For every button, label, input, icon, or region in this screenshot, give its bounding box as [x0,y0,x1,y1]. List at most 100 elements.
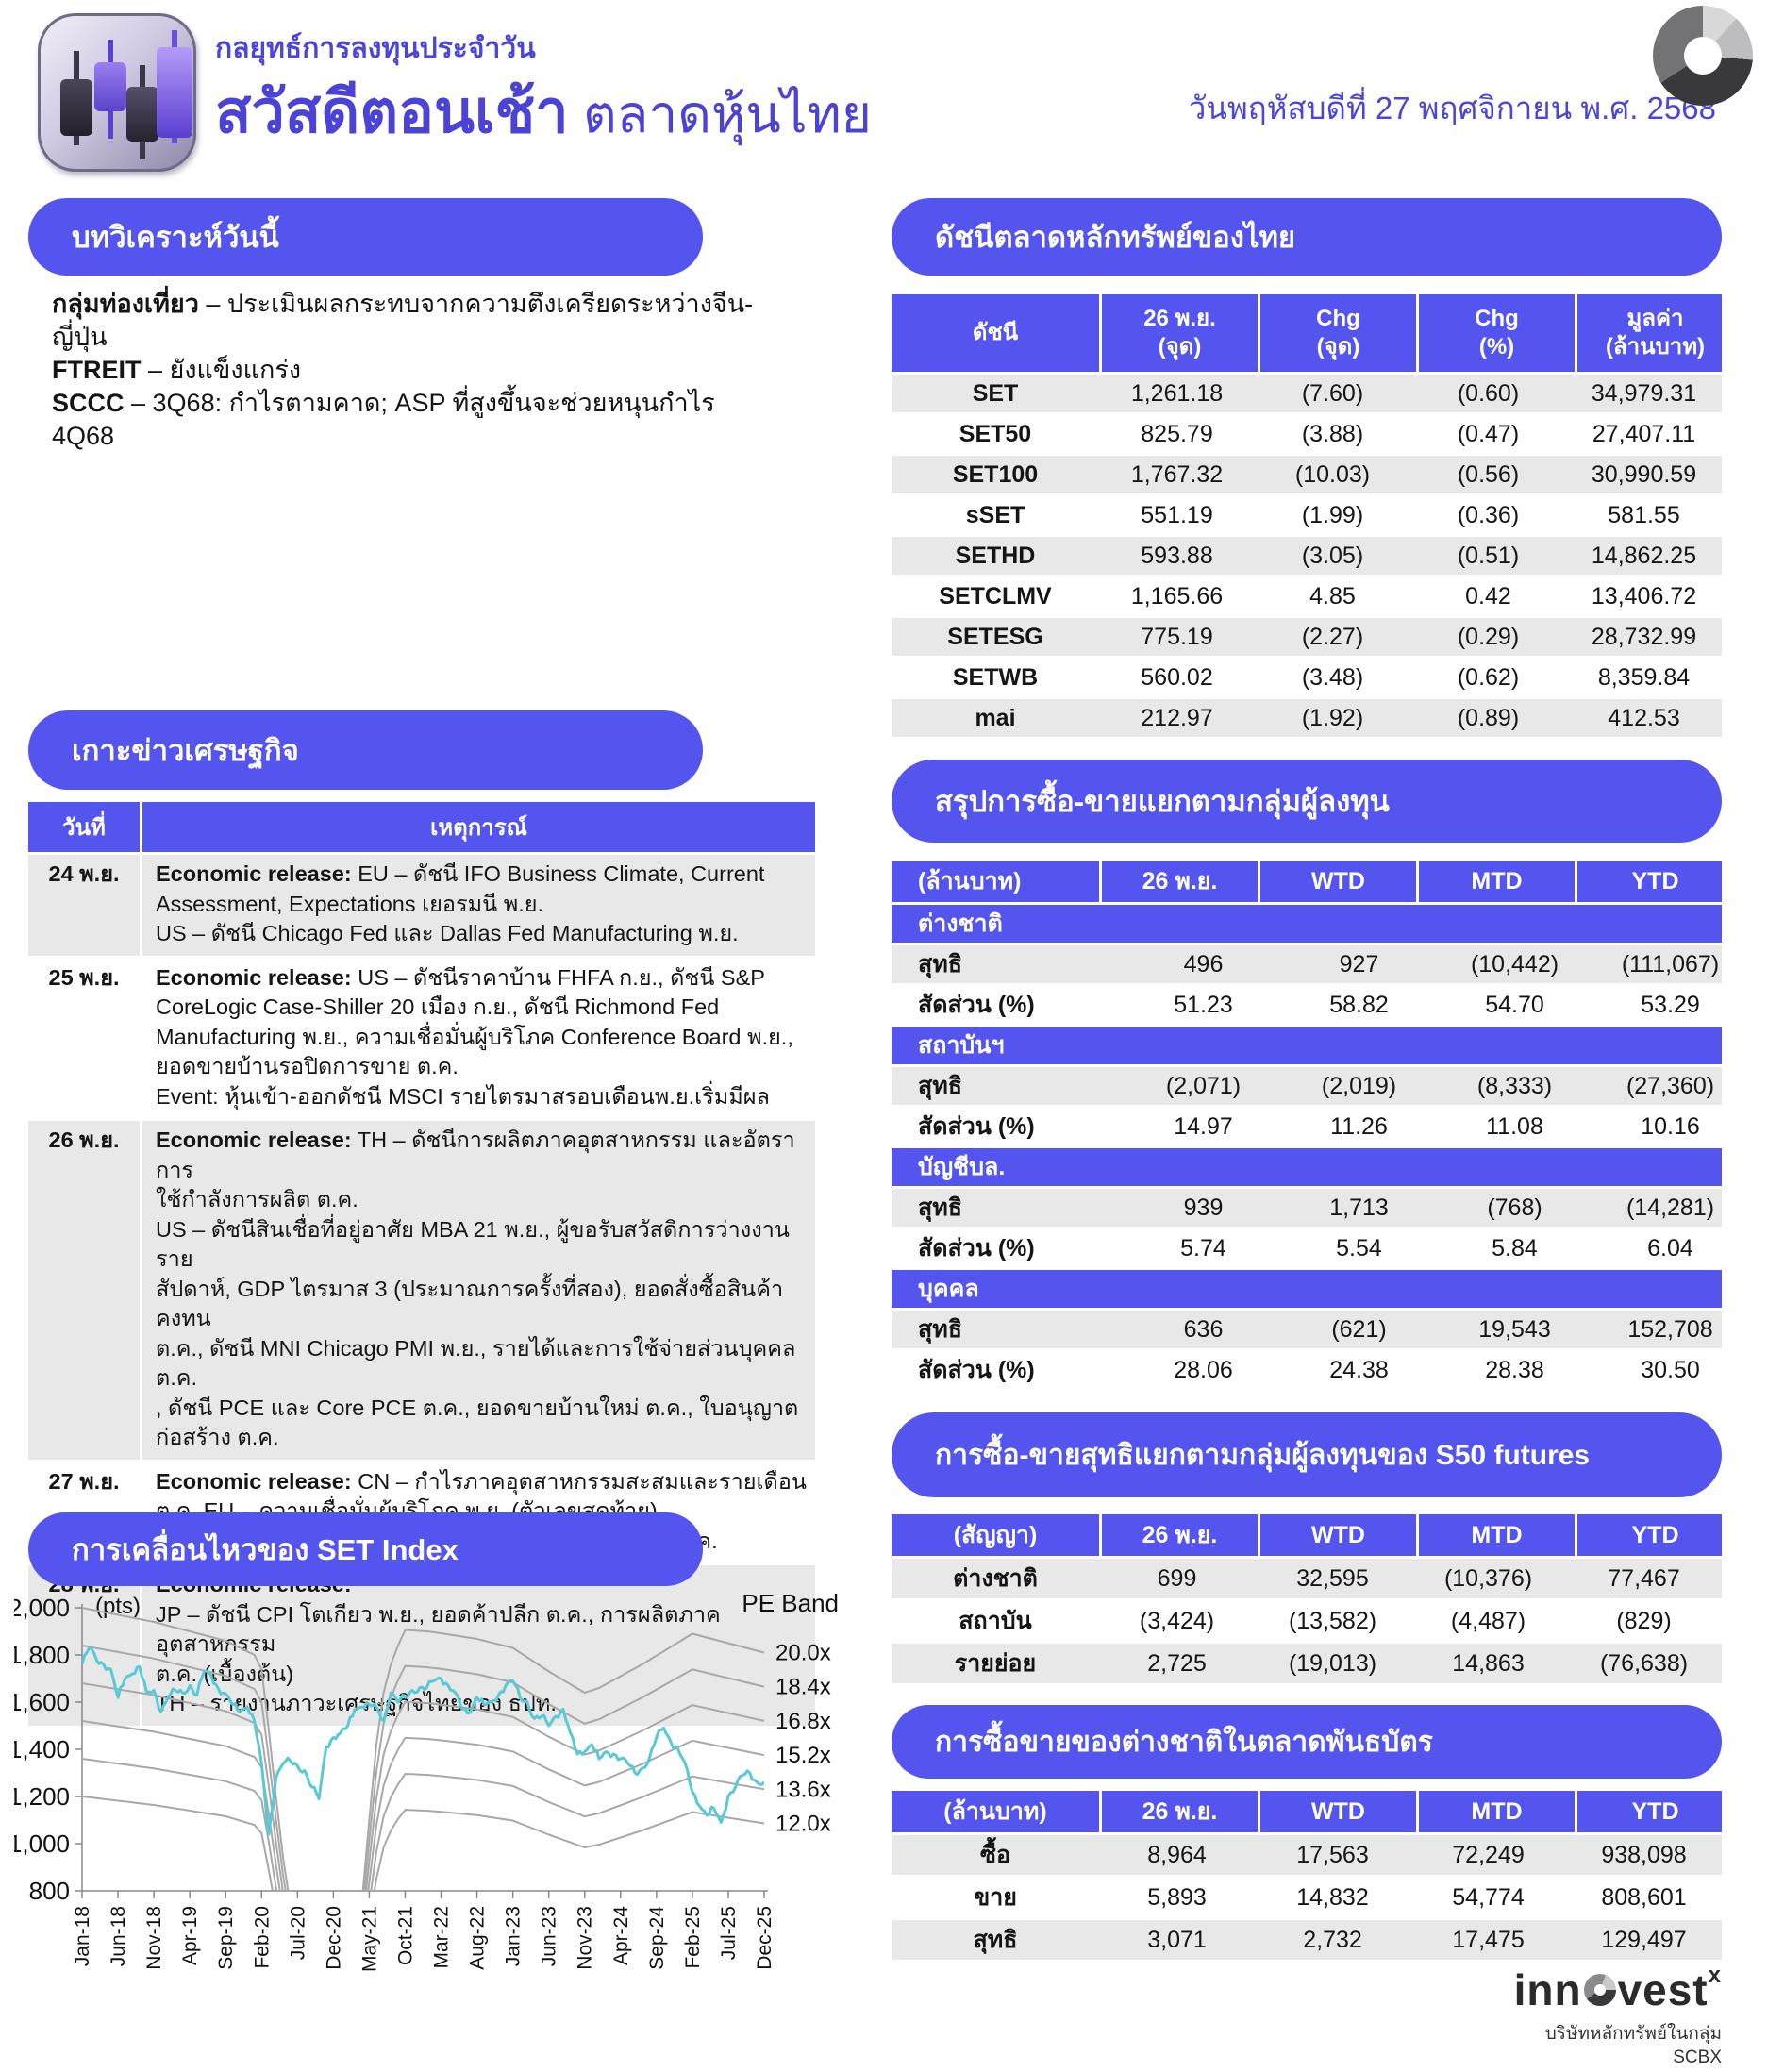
cell: 54.70 [1485,991,1544,1018]
cell: (0.62) [1457,663,1520,691]
econ-row: 25 พ.ย. Economic release: US – ดัชนีราคาบ… [28,955,815,1118]
analysis-item: SCCC – 3Q68: กำไรตามคาด; ASP ที่สูงขึ้นจ… [52,389,715,450]
cell: (76,638) [1599,1649,1689,1677]
logo-donut-o-icon [1583,1974,1616,2006]
cell: (14,281) [1626,1194,1715,1221]
econ-col-date: วันที่ [28,802,142,852]
cell: 0.42 [1465,582,1511,610]
pe-band-line [82,1645,764,1891]
report-date: วันพฤหัสบดีที่ 27 พฤศจิกายน พ.ศ. 2568 [1188,91,1716,125]
econ-row: 28 พ.ย.Economic release: JP – ดัชนี CPI … [28,1562,815,1726]
cell: 51.23 [1174,991,1233,1018]
cell: สุทธิ [918,951,962,978]
brand-donut-icon [1653,6,1753,106]
cell: (0.29) [1457,623,1520,650]
cell: (10,442) [1470,950,1559,978]
cell: (3.48) [1301,663,1364,691]
cell: SET [972,379,1019,407]
svg-text:Jul-20: Jul-20 [287,1906,308,1960]
cell: 938,098 [1601,1841,1687,1868]
section-bond-title: การซื้อขายของต่างชาติในตลาดพันธบัตร [935,1726,1433,1758]
cell: 825.79 [1141,420,1213,447]
cell: 152,708 [1627,1315,1713,1343]
report-kicker: กลยุทธ์การลงทุนประจำวัน [215,33,536,64]
cell: 5.84 [1492,1234,1538,1262]
index-row: SET 1,261.18 (7.60) (0.60) 34,979.31 [892,372,1722,412]
investor-net-row: สุทธิ 939 1,713 (768) (14,281) [892,1186,1722,1227]
cell: (3,424) [1139,1607,1215,1634]
svg-text:Oct-21: Oct-21 [394,1906,416,1965]
section-econ-title: เกาะข่าวเศรษฐกิจ [72,734,299,767]
cell: 77,467 [1608,1564,1680,1592]
cell: (8,333) [1476,1072,1553,1099]
section-econ-header: เกาะข่าวเศรษฐกิจ [28,710,703,790]
cell: (10,376) [1443,1564,1533,1592]
svg-text:Apr-24: Apr-24 [610,1906,632,1965]
cell: 10.16 [1641,1112,1700,1140]
section-chart-title: การเคลื่อนไหวของ SET Index [72,1533,459,1566]
svg-text:Jan-18: Jan-18 [72,1906,93,1966]
cell: SETHD [955,542,1036,569]
cell: 24.38 [1329,1356,1389,1383]
investor-share-row: สัดส่วน (%) 28.06 24.38 28.38 30.50 [892,1348,1722,1389]
section-bond-header: การซื้อขายของต่างชาติในตลาดพันธบัตร [892,1705,1722,1779]
col-3: มูลค่า (ล้านบาท) [1605,306,1706,359]
innovest-logo: inn vest x บริษัทหลักทรัพย์ในกลุ่ม SCBX [1495,1963,1722,2068]
cell: 496 [1183,950,1224,978]
col-0: 26 พ.ย. (จุด) [1102,294,1260,372]
cell: 1,713 [1329,1194,1389,1221]
cell: (0.56) [1457,460,1520,488]
svg-text:Aug-22: Aug-22 [467,1906,489,1970]
cell: 8,359.84 [1597,663,1691,691]
logo-text-pre: inn [1513,1965,1582,2014]
cell: SETWB [952,663,1039,691]
col-0: 26 พ.ย. [1102,1791,1260,1832]
econ-row: 26 พ.ย. Economic release: TH – ดัชนีการผล… [28,1118,815,1460]
cell: 2,725 [1147,1649,1207,1677]
section-analysis-title: บทวิเคราะห์วันนี้ [72,221,279,254]
cell: สัดส่วน (%) [918,1357,1035,1383]
cell: 808,601 [1601,1883,1687,1911]
set-index-line [82,1646,764,1836]
col-0: 26 พ.ย. [1102,1514,1260,1556]
cell: SETESG [947,623,1043,650]
cell: 3,071 [1147,1926,1207,1953]
svg-text:1,000: 1,000 [14,1830,70,1858]
col-1: WTD [1260,1791,1419,1832]
cell: 412.53 [1608,704,1680,731]
col-1: WTD [1260,1514,1419,1556]
cell: รายย่อย [954,1650,1037,1677]
col-3: YTD [1631,1797,1679,1825]
cell: สัดส่วน (%) [918,992,1035,1018]
svg-text:1,800: 1,800 [14,1641,70,1669]
analysis-item: FTREIT – ยังแข็งแกร่ง [52,356,302,384]
econ-calendar-table: วันที่ เหตุการณ์ 24 พ.ย. Economic release:… [28,802,815,1726]
cell: 129,497 [1601,1926,1687,1953]
cell: (4,487) [1450,1607,1526,1634]
section-s50-title: การซื้อ-ขายสุทธิแยกตามกลุ่มผู้ลงทุนของ S… [935,1439,1591,1471]
cell: สัดส่วน (%) [918,1235,1035,1262]
cell: 636 [1183,1315,1224,1343]
cell: (829) [1616,1607,1672,1634]
cell: 54,774 [1452,1883,1525,1911]
col-2: MTD [1419,1514,1577,1556]
investor-share-row: สัดส่วน (%) 14.97 11.26 11.08 10.16 [892,1105,1722,1145]
cell: (0.51) [1457,542,1520,569]
index-row: SETESG 775.19 (2.27) (0.29) 28,732.99 [892,615,1722,656]
cell: sSET [965,501,1025,528]
col-1: Chg (จุด) [1260,294,1419,372]
cell: 17,563 [1296,1841,1369,1868]
cell: 53.29 [1641,991,1700,1018]
cell: 5.74 [1180,1234,1226,1262]
cell: ต่างชาติ [953,1565,1038,1592]
cell: 19,543 [1478,1315,1551,1343]
cell: 72,249 [1452,1841,1525,1868]
svg-text:PE Band: PE Band [742,1593,839,1617]
svg-text:Apr-19: Apr-19 [179,1906,201,1965]
cell: (10.03) [1294,460,1371,488]
cell: 5.54 [1336,1234,1382,1262]
cell: (0.89) [1457,704,1520,731]
section-investor-header: สรุปการซื้อ-ขายแยกตามกลุ่มผู้ลงทุน [892,760,1722,843]
svg-text:1,200: 1,200 [14,1782,70,1811]
svg-text:Sep-24: Sep-24 [646,1906,668,1970]
